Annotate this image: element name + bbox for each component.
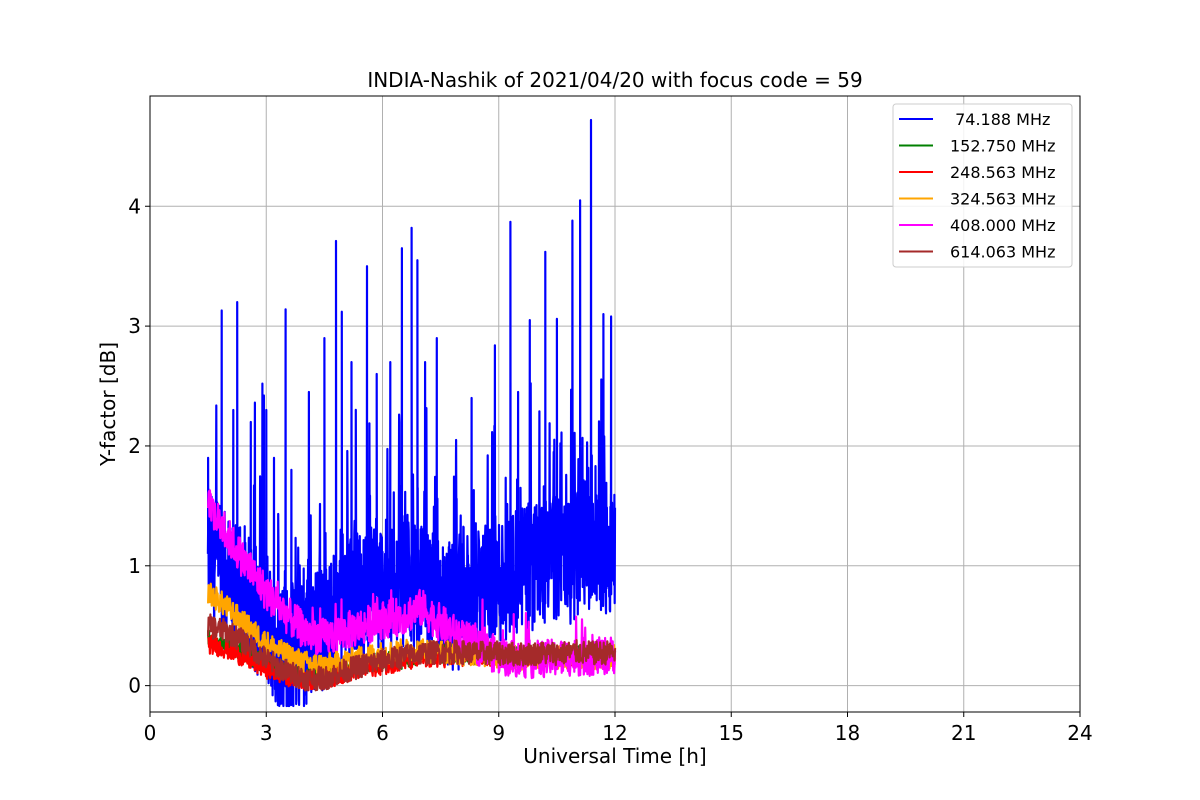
- x-axis-title: Universal Time [h]: [523, 744, 706, 768]
- y-axis-title: Y-factor [dB]: [96, 342, 120, 467]
- legend-label: 74.188 MHz: [950, 110, 1050, 129]
- y-tick-label: 0: [128, 674, 141, 698]
- legend-label: 248.563 MHz: [950, 163, 1055, 182]
- series-line-6: [207, 613, 617, 692]
- series-line-1: [206, 118, 617, 708]
- series-line-5: [207, 489, 617, 680]
- series-layer: [206, 118, 617, 708]
- legend-label: 614.063 MHz: [950, 243, 1055, 262]
- x-tick-label: 18: [835, 721, 860, 745]
- x-tick-label: 6: [376, 721, 389, 745]
- legend-label: 152.750 MHz: [950, 137, 1055, 156]
- legend-label: 408.000 MHz: [950, 216, 1055, 235]
- x-tick-label: 15: [719, 721, 744, 745]
- x-tick-label: 3: [260, 721, 273, 745]
- y-tick-label: 4: [128, 194, 141, 218]
- y-tick-label: 2: [128, 434, 141, 458]
- x-tick-label: 9: [492, 721, 505, 745]
- x-tick-label: 12: [602, 721, 627, 745]
- chart-title: INDIA-Nashik of 2021/04/20 with focus co…: [367, 68, 862, 92]
- legend-box: [892, 103, 1073, 268]
- y-tick-label: 1: [128, 554, 141, 578]
- legend: 74.188 MHz 152.750 MHz 248.563 MHz 324.563 …: [892, 103, 1073, 268]
- x-tick-label: 24: [1067, 721, 1092, 745]
- legend-label: 324.563 MHz: [950, 190, 1055, 209]
- x-tick-label: 21: [951, 721, 976, 745]
- x-tick-label: 0: [144, 721, 157, 745]
- y-tick-label: 3: [128, 314, 141, 338]
